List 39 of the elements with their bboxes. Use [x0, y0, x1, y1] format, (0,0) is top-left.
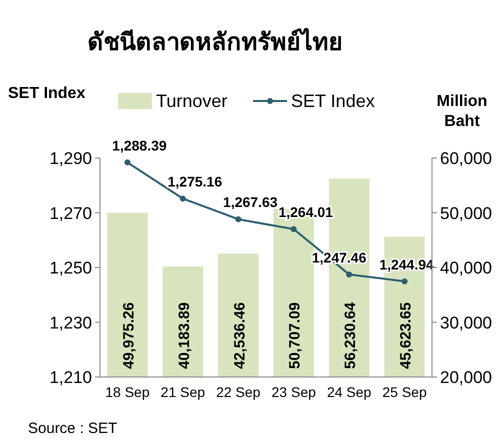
data-label: 42,536.46	[231, 302, 248, 369]
y2-tick-label: 20,000	[440, 368, 492, 387]
y2-tick-label: 60,000	[440, 149, 492, 168]
y-tick-label: 1,270	[49, 204, 92, 223]
y-tick-label: 1,290	[49, 149, 92, 168]
point	[124, 159, 130, 166]
y2-tick-label: 50,000	[440, 204, 492, 223]
x-tick-label: 18 Sep	[105, 384, 150, 400]
chart-title: ดัชนีตลาดหลักทรัพย์ไทย	[88, 27, 342, 56]
y-tick-label: 1,230	[49, 313, 92, 332]
data-label: 49,975.26	[120, 302, 138, 369]
x-tick-label: 25 Sep	[382, 384, 427, 400]
data-label: 1,288.39	[112, 137, 167, 154]
data-label: 45,623.65	[398, 302, 415, 369]
y2-tick-label: 40,000	[440, 258, 492, 278]
data-label: 1,267.63	[223, 194, 278, 210]
point	[402, 278, 408, 284]
y-tick-label: 1,250	[49, 258, 92, 278]
data-label: 1,275.16	[168, 174, 222, 190]
source-note: Source : SET	[28, 420, 118, 437]
y-axis-title: SET Index	[8, 85, 86, 102]
data-label: 1,244.94	[379, 256, 434, 272]
legend-label: Turnover	[156, 91, 228, 111]
point	[290, 226, 297, 232]
y2-tick-label: 30,000	[440, 313, 492, 332]
x-tick-label: 22 Sep	[216, 384, 261, 400]
x-tick-label: 24 Sep	[326, 384, 372, 400]
data-label: 56,230.64	[342, 302, 360, 369]
data-label: 1,264.01	[278, 204, 334, 220]
y2-axis-title: Million Baht	[436, 93, 488, 130]
x-tick-label: 21 Sep	[160, 384, 206, 400]
data-label: 50,707.09	[286, 302, 304, 369]
y-tick-label: 1,210	[49, 368, 92, 387]
x-tick-label: 23 Sep	[272, 384, 316, 400]
point	[180, 196, 186, 202]
legend-label: SET Index	[291, 91, 375, 111]
point	[235, 216, 242, 222]
point	[346, 271, 352, 278]
data-label: 40,183.89	[176, 302, 193, 369]
